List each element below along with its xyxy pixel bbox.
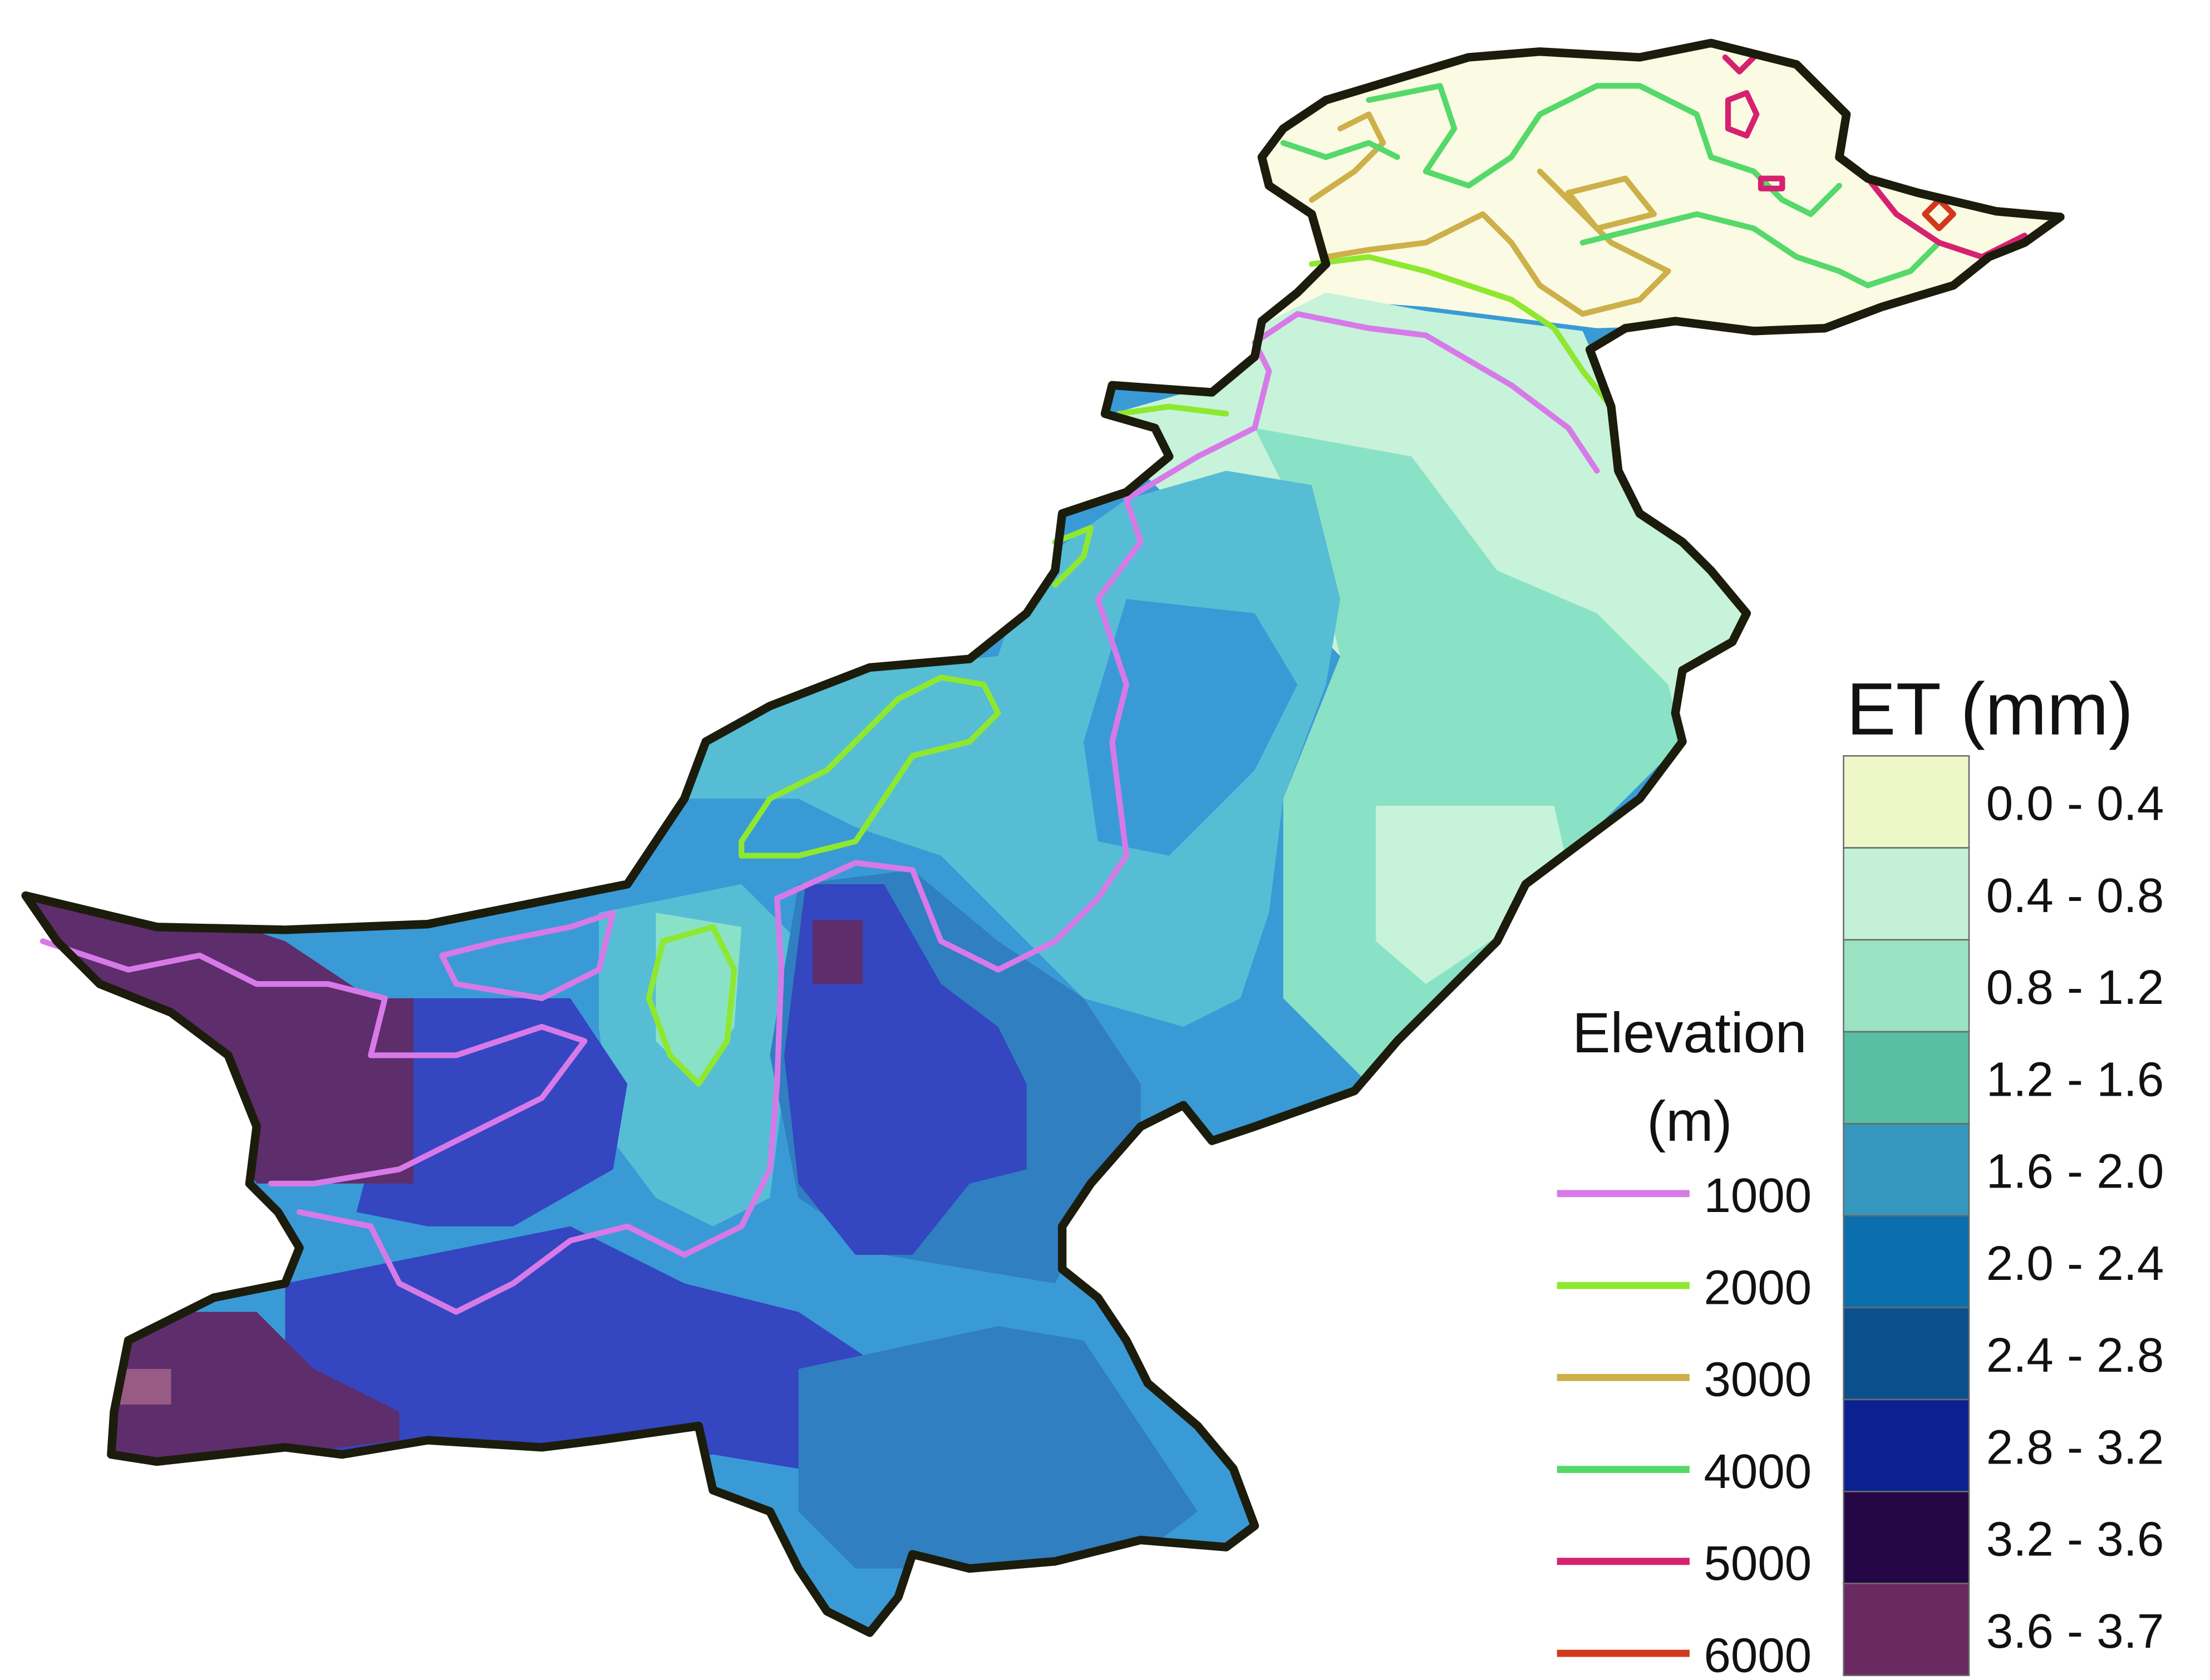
et-zone-mint bbox=[1254, 428, 1683, 1084]
et-legend-label: 0.8 - 1.2 bbox=[1986, 960, 2164, 1014]
et-legend-label: 3.6 - 3.7 bbox=[1986, 1604, 2164, 1658]
et-legend-swatch bbox=[1843, 1583, 1970, 1677]
et-legend: ET (mm) 0.0 - 0.4 0.4 - 0.8 0.8 - 1.2 1.2 -… bbox=[1843, 668, 2164, 1677]
et-legend-swatch bbox=[1843, 1031, 1970, 1125]
elevation-legend-label: 4000 bbox=[1704, 1445, 1812, 1499]
et-zone-steel-southeast bbox=[798, 1326, 1198, 1569]
contour-5000m-loop bbox=[1725, 90, 1760, 139]
contour-1000m bbox=[40, 938, 588, 1187]
contour-1000m-inner bbox=[439, 910, 616, 1001]
elevation-legend-contours: 1000 2000 3000 4000 5000 6000 bbox=[1557, 1169, 1812, 1680]
et-legend-label: 0.4 - 0.8 bbox=[1986, 869, 2164, 923]
contour-6000m bbox=[1922, 197, 1956, 231]
et-legend-label: 2.8 - 3.2 bbox=[1986, 1420, 2164, 1474]
contour-1000m-loop bbox=[296, 311, 1600, 1315]
et-legend-swatch bbox=[1843, 847, 1970, 941]
et-zone-mauve-patch bbox=[114, 1368, 171, 1405]
contour-2000m-west bbox=[739, 674, 1001, 859]
et-legend-label: 2.0 - 2.4 bbox=[1986, 1236, 2164, 1290]
contour-3000m-west bbox=[1308, 111, 1386, 203]
contour-4000m-west bbox=[1280, 140, 1400, 160]
et-legend-swatch bbox=[1843, 1307, 1970, 1401]
et-legend-label: 2.4 - 2.8 bbox=[1986, 1328, 2164, 1382]
elevation-legend-label: 5000 bbox=[1704, 1536, 1812, 1590]
et-zone-north-cap bbox=[1226, 43, 2060, 343]
contour-5000m-small bbox=[1758, 175, 1785, 191]
contour-2000m-loop bbox=[646, 924, 737, 1087]
et-legend-swatch bbox=[1843, 1215, 1970, 1309]
elevation-legend-title: Elevation bbox=[1572, 1001, 1807, 1065]
et-legend-label: 1.2 - 1.6 bbox=[1986, 1052, 2164, 1106]
elevation-legend: Elevation (m) 1000 2000 3000 4000 5000 6000 bbox=[1557, 1001, 1812, 1680]
elevation-legend-unit: (m) bbox=[1647, 1089, 1732, 1153]
et-legend-swatch bbox=[1843, 1123, 1970, 1216]
et-zone-mint-pocket bbox=[656, 913, 742, 1084]
et-legend-label: 1.6 - 2.0 bbox=[1986, 1145, 2164, 1199]
et-legend-classes: 0.0 - 0.4 0.4 - 0.8 0.8 - 1.2 1.2 - 1.6 1.6 … bbox=[1843, 755, 2164, 1677]
contour-2000m-north bbox=[1308, 254, 1615, 410]
et-legend-swatch bbox=[1843, 1491, 1970, 1584]
et-zone-plum-center bbox=[813, 919, 863, 984]
et-legend-swatch bbox=[1843, 755, 1970, 849]
elevation-legend-label: 6000 bbox=[1704, 1628, 1812, 1680]
et-legend-label: 3.2 - 3.6 bbox=[1986, 1513, 2164, 1566]
contour-2000m-mid bbox=[1052, 525, 1094, 588]
contour-4000m-south bbox=[1579, 211, 1942, 289]
elevation-legend-label: 2000 bbox=[1704, 1260, 1812, 1314]
elevation-contours bbox=[40, 54, 2028, 1315]
et-legend-title: ET (mm) bbox=[1847, 668, 2134, 751]
elevation-legend-label: 3000 bbox=[1704, 1353, 1812, 1407]
contour-3000m-loop bbox=[1566, 175, 1657, 231]
et-zone-plum-southwest bbox=[85, 1312, 400, 1469]
et-zone-center-blue bbox=[1084, 599, 1298, 856]
contour-5000m bbox=[1722, 54, 1757, 75]
et-legend-swatch bbox=[1843, 939, 1970, 1033]
et-legend-label: 0.0 - 0.4 bbox=[1986, 777, 2164, 831]
et-legend-swatch bbox=[1843, 1398, 1970, 1492]
et-zone-plum-northwest bbox=[26, 884, 414, 1184]
elevation-legend-label: 1000 bbox=[1704, 1169, 1812, 1223]
et-zone-light-center bbox=[1376, 806, 1569, 984]
contour-2000m bbox=[1116, 403, 1229, 417]
